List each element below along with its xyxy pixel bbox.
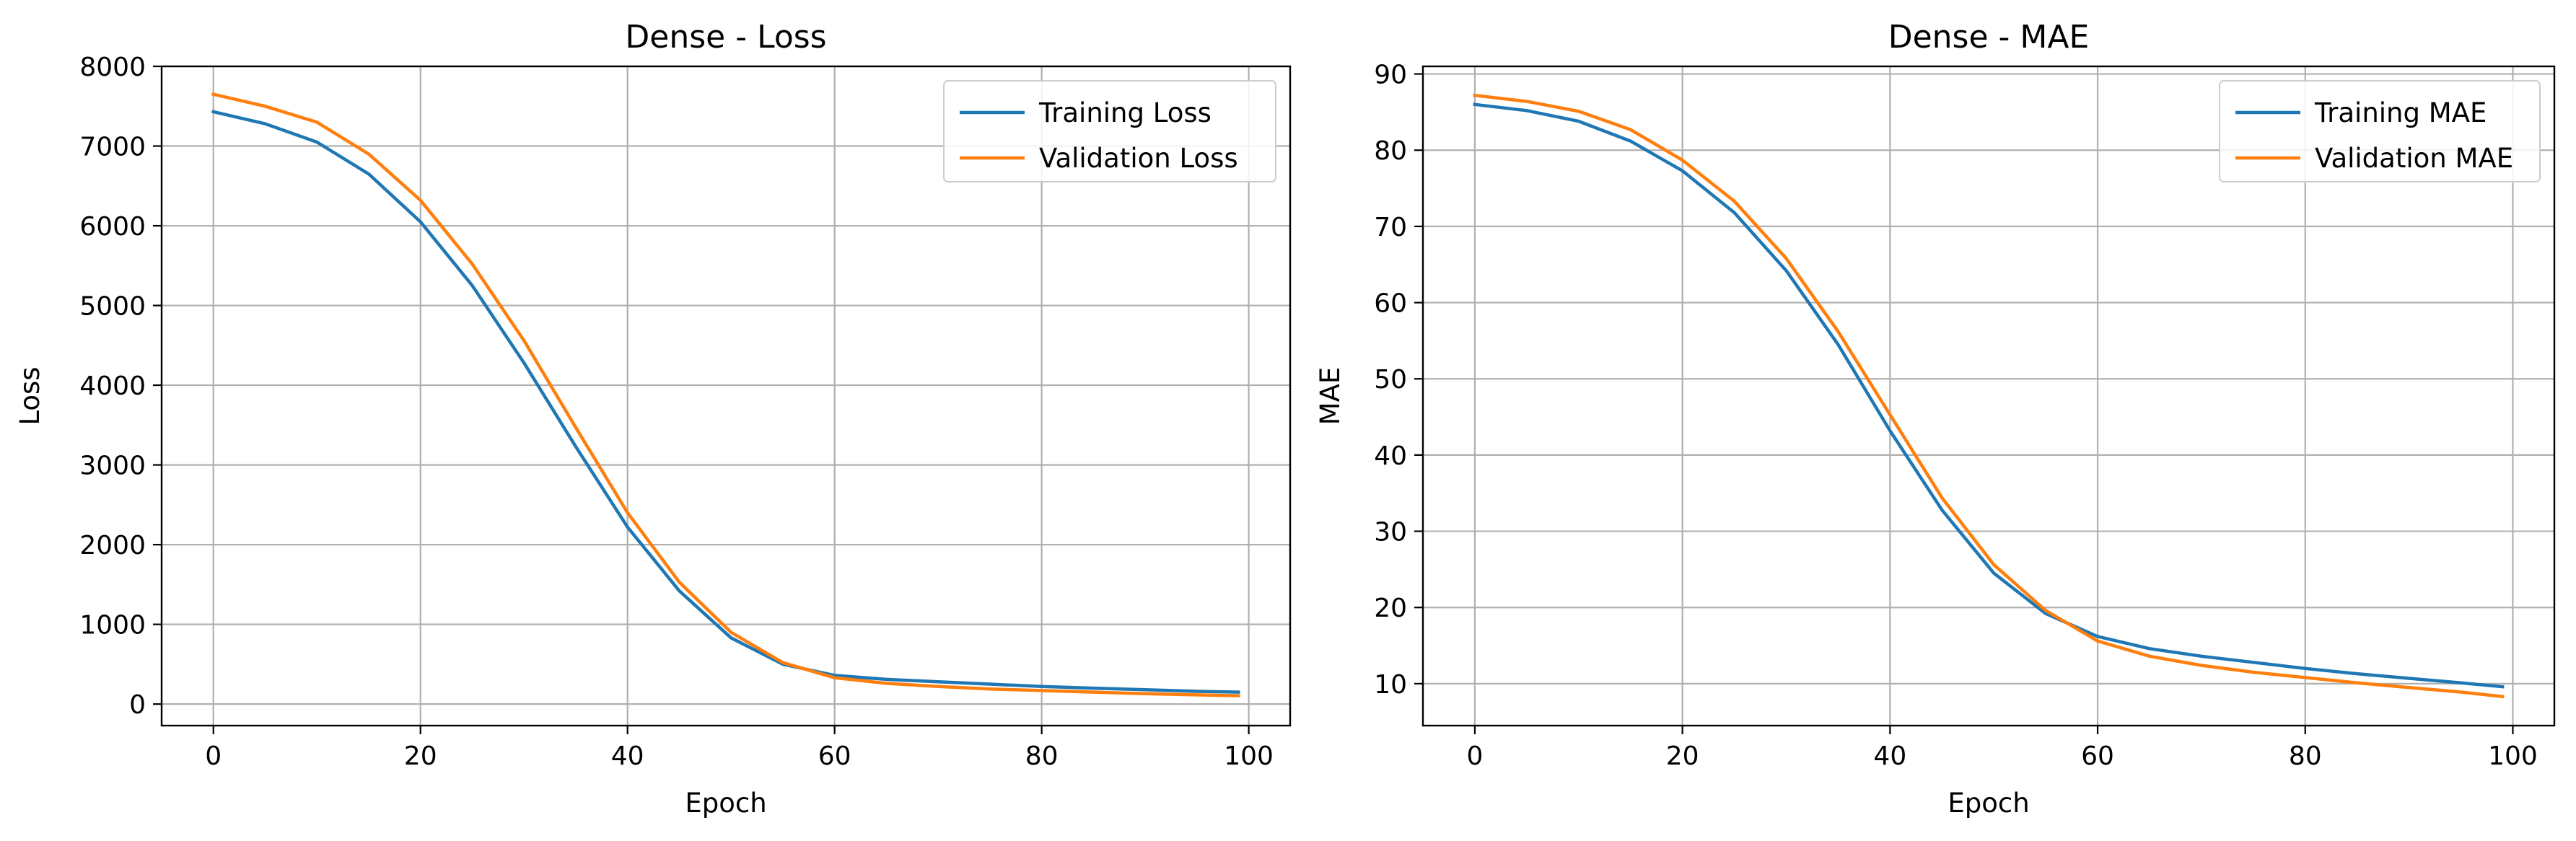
y-tick-label: 3000 xyxy=(79,452,146,481)
y-tick-label: 90 xyxy=(1374,61,1407,90)
x-axis-label: Epoch xyxy=(1948,788,2029,819)
y-tick-label: 1000 xyxy=(79,611,146,640)
legend: Training Loss Validation Loss xyxy=(943,80,1276,182)
legend-label: Training MAE xyxy=(2314,97,2487,128)
x-tick-label: 60 xyxy=(818,741,851,771)
y-tick-label: 80 xyxy=(1374,136,1407,166)
y-tick-label: 6000 xyxy=(79,212,146,242)
y-tick-label: 40 xyxy=(1374,441,1407,471)
series-line-validation-loss xyxy=(211,92,1240,697)
x-tick-label: 0 xyxy=(205,741,222,771)
legend-label: Validation MAE xyxy=(2315,143,2513,174)
mae-chart-panel: 0 20 40 60 80 100 10 20 30 40 50 60 70 80 90 Dense - MA… xyxy=(1315,19,2556,819)
y-axis-label: Loss xyxy=(14,366,45,425)
x-tick-label: 80 xyxy=(1025,741,1059,771)
legend: Training MAE Validation MAE xyxy=(2219,80,2541,182)
y-tick-label: 60 xyxy=(1374,289,1407,319)
y-tick-label: 5000 xyxy=(79,292,146,322)
plot-frame xyxy=(160,65,1292,727)
x-tick-label: 60 xyxy=(2081,741,2114,771)
y-tick-label: 8000 xyxy=(79,53,146,82)
y-tick-label: 20 xyxy=(1374,594,1407,623)
x-tick-label: 20 xyxy=(1666,741,1699,771)
x-tick-label: 20 xyxy=(404,741,437,771)
loss-chart-panel: 0 20 40 60 80 1000100020003000400050006000700… xyxy=(14,19,1292,819)
y-tick-label: 30 xyxy=(1374,518,1407,547)
x-tick-label: 40 xyxy=(1873,741,1906,771)
y-tick-label: 2000 xyxy=(79,531,146,560)
x-axis-label: Epoch xyxy=(685,788,766,819)
series-line-training-loss xyxy=(211,110,1240,694)
y-axis-label: MAE xyxy=(1315,367,1346,426)
y-tick-label: 50 xyxy=(1374,365,1407,395)
x-tick-label: 40 xyxy=(611,741,644,771)
y-tick-label: 7000 xyxy=(79,133,146,162)
series-line-validation-mae xyxy=(1473,93,2505,699)
legend-label: Validation Loss xyxy=(1039,143,1238,174)
legend-box xyxy=(943,80,1276,182)
legend-label: Training Loss xyxy=(1038,97,1212,128)
y-tick-label: 4000 xyxy=(79,371,146,401)
x-tick-label: 100 xyxy=(2488,741,2538,771)
series-line-training-mae xyxy=(1473,102,2505,689)
x-tick-label: 80 xyxy=(2289,741,2322,771)
x-tick-label: 100 xyxy=(1224,741,1274,771)
chart-title: Dense - MAE xyxy=(1888,19,2090,56)
chart-title: Dense - Loss xyxy=(625,19,826,56)
y-tick-label: 0 xyxy=(129,690,146,720)
y-tick-label: 10 xyxy=(1374,670,1407,700)
x-tick-label: 0 xyxy=(1466,741,1483,771)
y-tick-label: 70 xyxy=(1374,213,1407,242)
plot-frame xyxy=(1421,65,2556,727)
